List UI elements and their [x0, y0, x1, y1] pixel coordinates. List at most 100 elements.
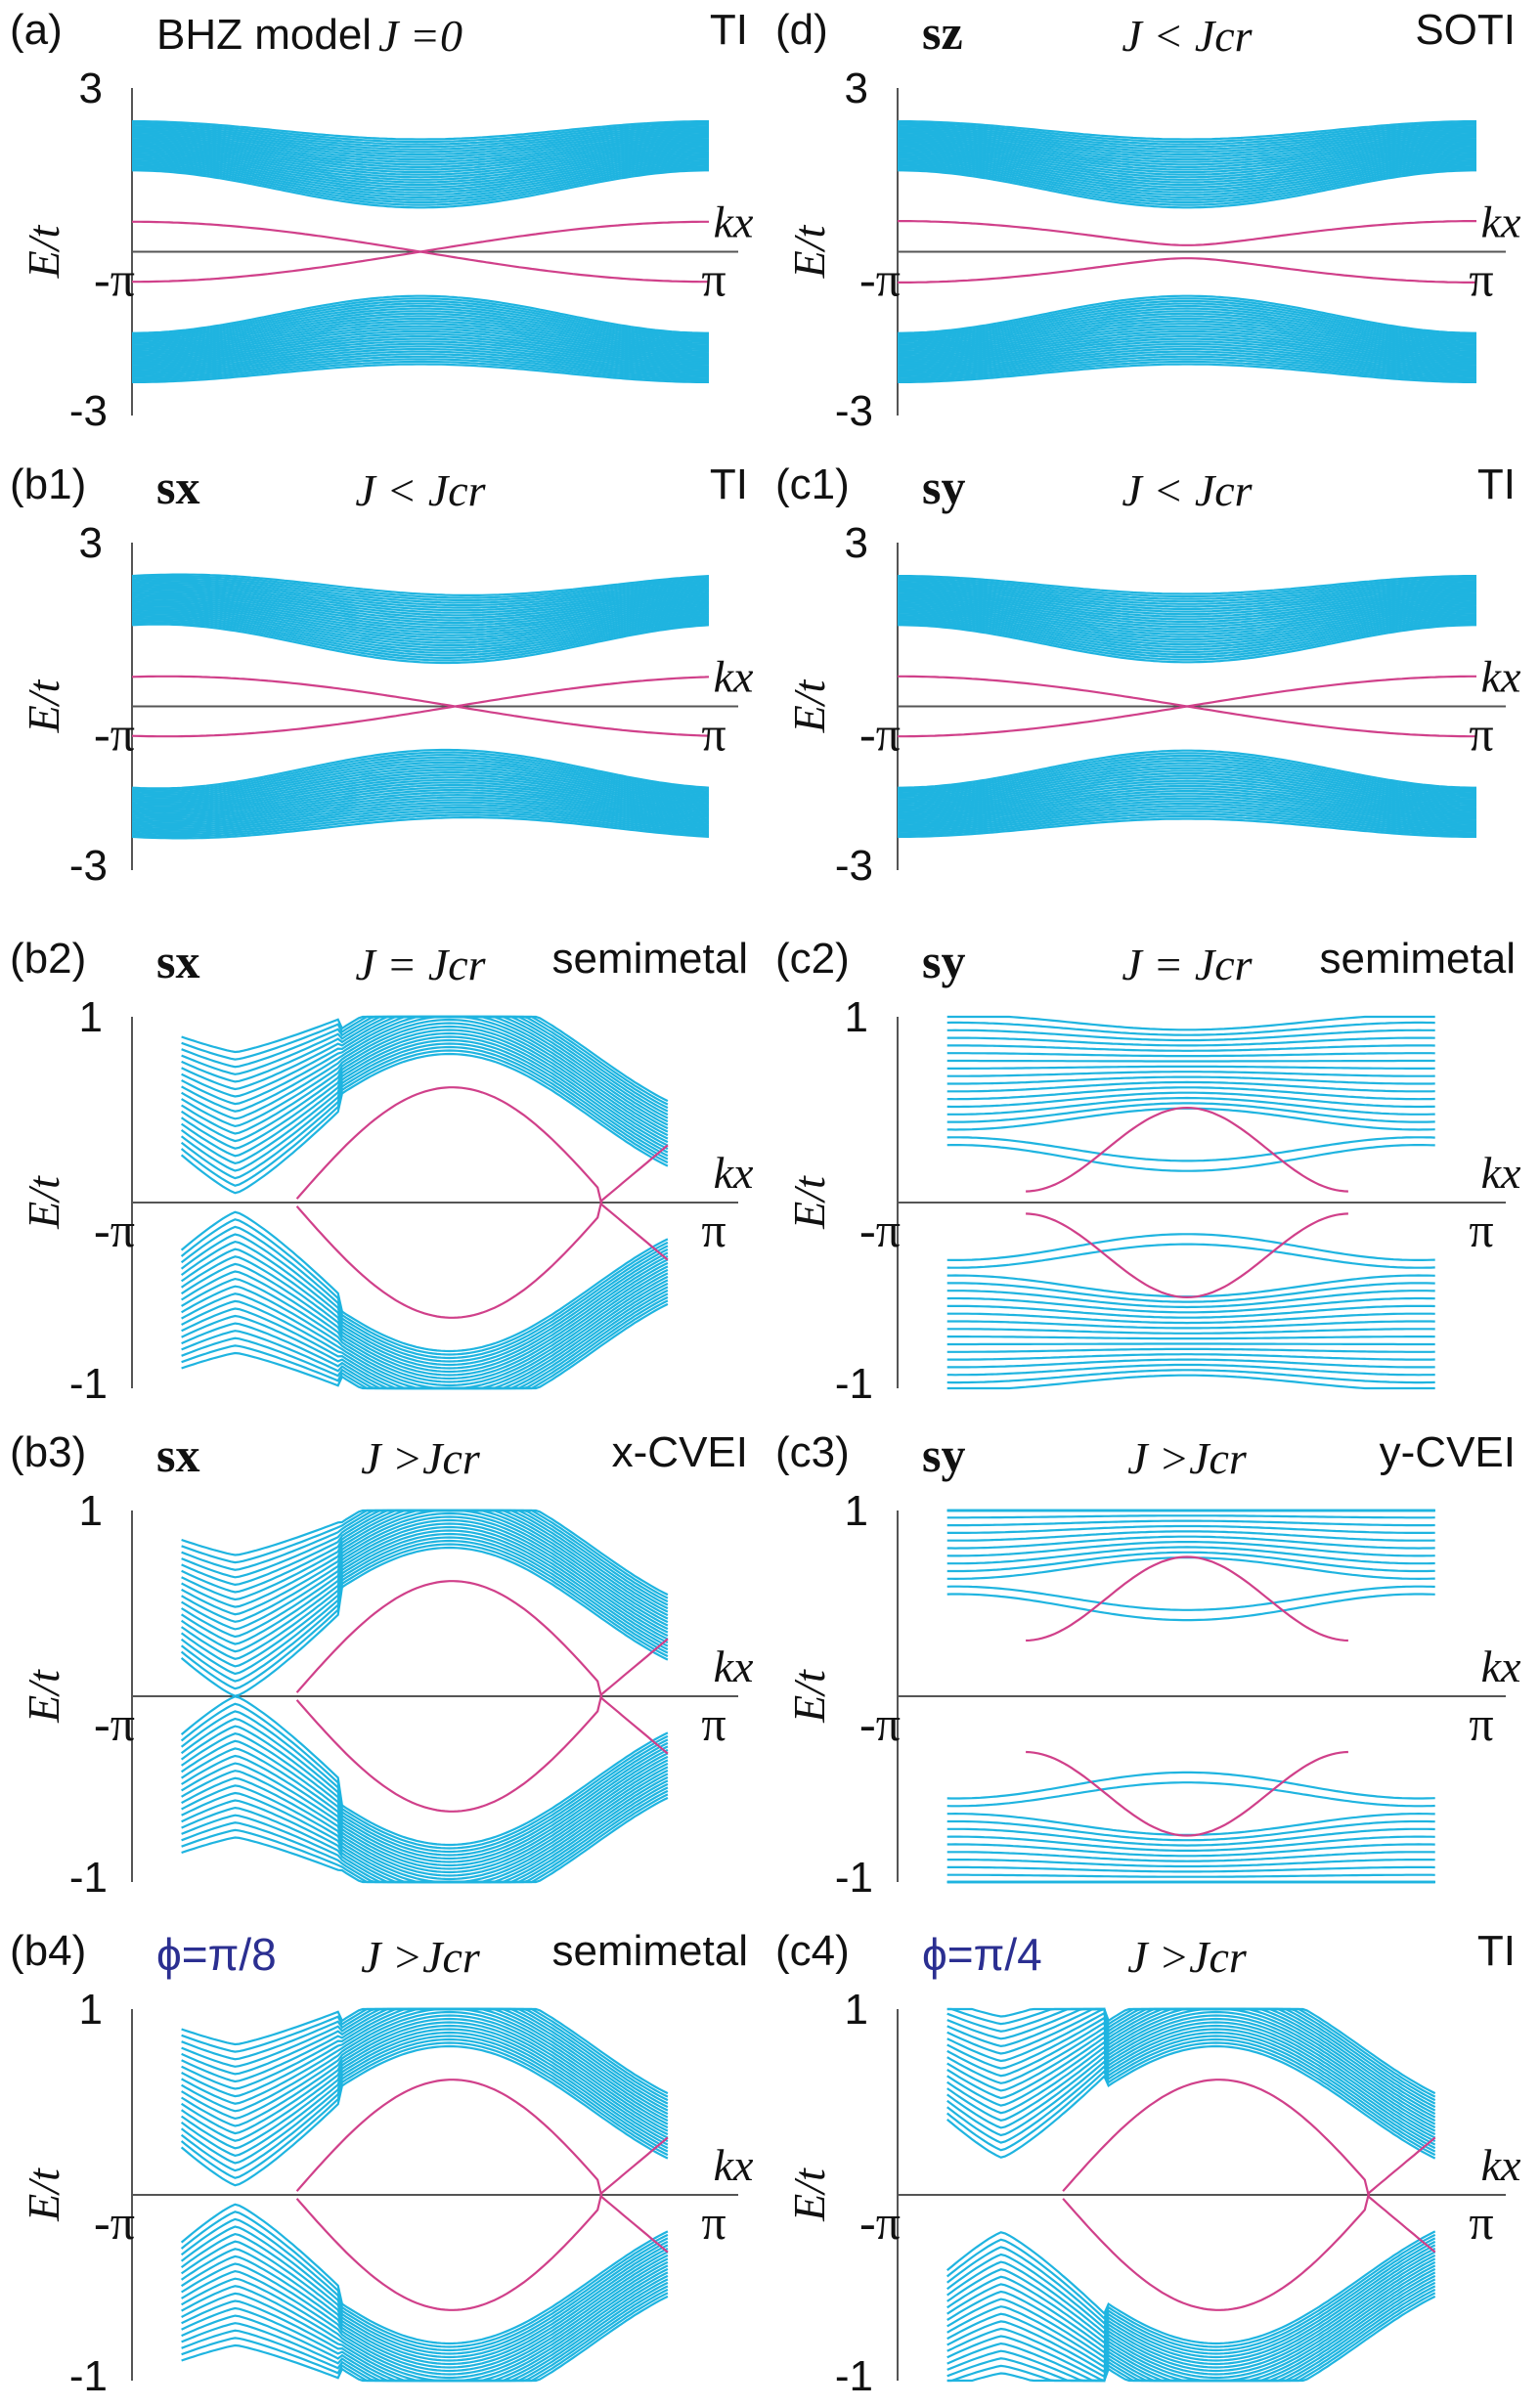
- bulk-band-line: [946, 2264, 1436, 2380]
- bulk-band-line: [897, 297, 1477, 336]
- bulk-band-line: [131, 783, 710, 815]
- bulk-band-line: [898, 582, 1476, 605]
- bulk-band-line: [131, 593, 710, 625]
- bulk-band-line: [946, 2021, 1436, 2136]
- bulk-band-line: [181, 2014, 669, 2129]
- bulk-band-line: [898, 787, 1476, 816]
- phase-label: TI: [1477, 1927, 1516, 1975]
- bulk-band-line: [898, 598, 1476, 629]
- bulk-band-line: [131, 591, 710, 622]
- x-axis-label: kx: [714, 652, 754, 702]
- bulk-band-line: [898, 611, 1476, 646]
- bulk-band-line: [946, 2240, 1436, 2355]
- bulk-band-line: [180, 2041, 669, 2179]
- panel-c1: (c1) sy J < Jcr TI 3 -3 -π πkx E/t: [775, 460, 1521, 890]
- edge-state-line: [295, 1144, 669, 1319]
- bulk-band-line: [181, 2260, 669, 2376]
- bulk-band-line: [898, 586, 1476, 611]
- bulk-band-line: [898, 358, 1476, 380]
- bulk-band-line: [181, 1509, 669, 1603]
- bulk-band-line: [132, 123, 709, 146]
- panel-label: (a): [10, 6, 63, 54]
- bulk-band-line: [131, 786, 710, 817]
- bulk-band-line: [898, 360, 1476, 382]
- bulk-band-line: [898, 305, 1476, 342]
- panel-b2: (b2) sx J = Jcr semimetal 1 -1 -π πkx E/t: [10, 934, 754, 1408]
- bulk-band-line: [131, 602, 710, 636]
- bulk-band-line: [946, 1843, 1435, 1858]
- bulk-band-line: [132, 142, 709, 171]
- bulk-band-line: [131, 616, 710, 654]
- bulk-band-line: [946, 1086, 1435, 1101]
- bulk-band-line: [180, 1240, 669, 1367]
- edge-state-line: [131, 676, 710, 738]
- bulk-band-line: [898, 596, 1476, 626]
- bulk-band-line: [946, 2237, 1436, 2352]
- bulk-band-line: [897, 167, 1477, 206]
- bulk-band-line: [946, 1593, 1435, 1622]
- bulk-band-line: [132, 165, 709, 204]
- bulk-band-line: [181, 2017, 669, 2132]
- bulk-band-line: [131, 764, 710, 801]
- y-axis-label: E/t: [19, 224, 68, 279]
- bulk-band-line: [132, 317, 709, 351]
- x-axis-label: kx: [714, 2140, 754, 2190]
- bulk-band-line: [132, 131, 709, 156]
- y-axis-label: E/t: [784, 1669, 834, 1724]
- bulk-band-line: [946, 1021, 1435, 1036]
- x-tick-left: -π: [94, 252, 135, 307]
- bulk-band-line: [132, 360, 709, 382]
- edge-state-line: [295, 1638, 669, 1813]
- coupling-label: J < Jcr: [355, 465, 486, 515]
- bulk-band-line: [180, 1532, 669, 1668]
- bulk-band-line: [131, 793, 710, 823]
- bulk-band-line: [898, 760, 1476, 797]
- bulk-band-line: [946, 1541, 1435, 1557]
- phase-label: TI: [1477, 460, 1516, 508]
- bulk-band-line: [898, 337, 1476, 366]
- bulk-band-line: [898, 121, 1476, 144]
- bulk-band-line: [132, 169, 709, 209]
- bulk-band-line: [946, 1530, 1435, 1542]
- bulk-band-line: [946, 1059, 1435, 1063]
- x-tick-right: π: [1469, 1696, 1493, 1751]
- bulk-band-line: [898, 363, 1476, 383]
- bulk-band-line: [898, 154, 1476, 189]
- bulk-band-line: [946, 1290, 1435, 1309]
- edge-state-line: [898, 675, 1476, 738]
- bulk-band-line: [946, 2233, 1436, 2348]
- bulk-band-line: [181, 1509, 669, 1597]
- bulk-band-line: [898, 161, 1476, 198]
- bulk-band-line: [131, 610, 710, 647]
- bulk-band-line: [180, 1522, 669, 1645]
- bulk-band-line: [181, 1295, 669, 1390]
- bulk-band-line: [132, 140, 709, 168]
- x-tick-left: -π: [94, 707, 135, 762]
- y-tick-bottom: -3: [69, 842, 108, 890]
- bulk-band-line: [946, 1873, 1435, 1878]
- bulk-band-line: [181, 2295, 669, 2383]
- phi-label: ϕ=π/8: [156, 1929, 277, 1980]
- bulk-band-line: [181, 1015, 669, 1110]
- bulk-band-line: [946, 2044, 1436, 2160]
- bulk-band-line: [946, 1096, 1435, 1116]
- y-axis-label: E/t: [19, 1175, 68, 1230]
- bulk-band-line: [132, 315, 709, 349]
- bulk-band-line: [180, 1031, 669, 1150]
- bulk-band-line: [180, 1539, 669, 1683]
- bulk-band-line: [898, 624, 1476, 664]
- bulk-band-line: [131, 577, 710, 602]
- spin-label: sx: [156, 1427, 199, 1482]
- bulk-band-line: [946, 1029, 1435, 1042]
- bulk-band-line: [898, 591, 1476, 618]
- bulk-band-line: [897, 149, 1477, 181]
- edge-state-line: [1026, 1212, 1348, 1299]
- x-tick-right: π: [701, 2195, 726, 2250]
- bulk-band-line: [946, 1080, 1435, 1093]
- bulk-band-line: [180, 2035, 669, 2165]
- bulk-band-line: [946, 1282, 1435, 1303]
- bulk-band-line: [180, 1029, 669, 1144]
- bulk-band-line: [131, 125, 710, 149]
- bulk-band-line: [946, 1233, 1435, 1261]
- bulk-band-line: [898, 782, 1476, 812]
